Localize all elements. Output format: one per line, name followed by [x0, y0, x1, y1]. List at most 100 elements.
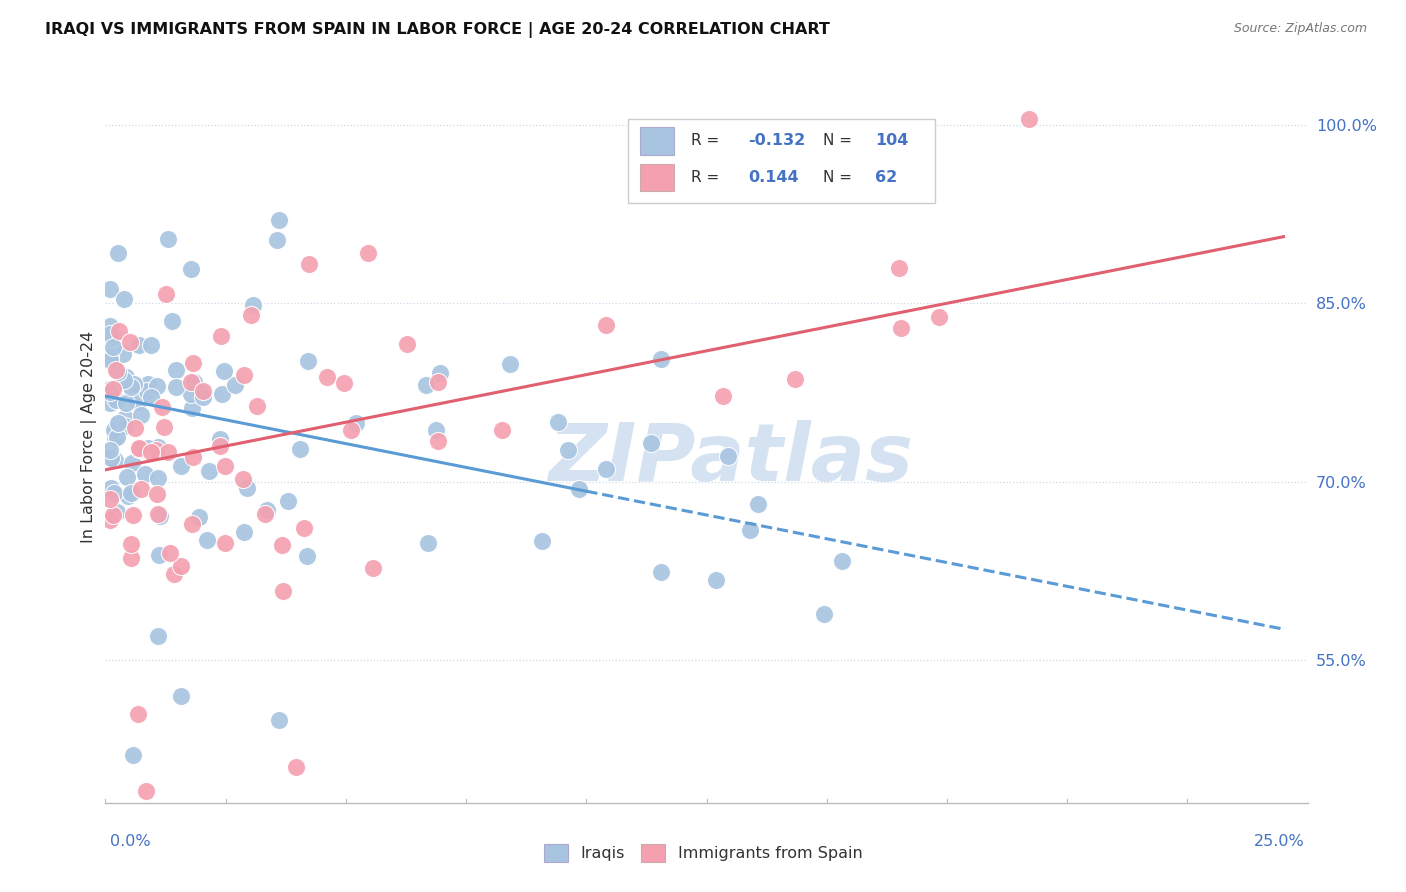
Point — [232, 472, 254, 486]
Point — [253, 507, 276, 521]
Point — [190, 384, 212, 399]
Point — [98, 396, 121, 410]
Point — [146, 629, 169, 643]
Point — [292, 521, 315, 535]
Point — [166, 363, 188, 377]
Point — [288, 442, 311, 457]
Point — [139, 390, 162, 404]
Text: Source: ZipAtlas.com: Source: ZipAtlas.com — [1233, 22, 1367, 36]
Point — [813, 607, 835, 621]
Point — [101, 340, 124, 354]
Point — [271, 584, 294, 599]
Point — [165, 380, 187, 394]
Point — [128, 337, 150, 351]
Point — [127, 395, 149, 409]
Point — [146, 507, 169, 521]
Point — [98, 513, 121, 527]
Point — [100, 481, 122, 495]
Point — [224, 378, 246, 392]
Point — [120, 550, 142, 565]
Text: R =: R = — [690, 169, 724, 185]
Point — [887, 260, 910, 275]
Point — [209, 328, 232, 343]
Point — [240, 308, 263, 322]
Point — [180, 386, 202, 401]
Point — [928, 310, 950, 324]
Point — [333, 376, 356, 391]
Point — [148, 441, 170, 455]
Point — [105, 430, 128, 444]
Point — [214, 364, 236, 378]
Point — [105, 393, 128, 408]
Point — [344, 416, 367, 430]
Point — [101, 329, 124, 343]
Text: 0.0%: 0.0% — [110, 834, 150, 849]
Point — [650, 565, 672, 579]
Point — [98, 491, 121, 506]
Point — [157, 232, 180, 246]
Point — [180, 375, 202, 389]
Point — [499, 357, 522, 371]
Point — [120, 537, 142, 551]
Point — [148, 548, 170, 562]
Point — [105, 422, 128, 436]
Point — [269, 213, 291, 227]
Point — [149, 509, 172, 524]
Point — [98, 385, 121, 400]
Point — [112, 292, 135, 306]
Point — [139, 337, 162, 351]
Point — [740, 523, 762, 537]
Point — [211, 386, 233, 401]
Point — [180, 401, 202, 415]
Point — [98, 319, 121, 334]
Point — [831, 554, 853, 568]
Point — [117, 489, 139, 503]
Text: 0.144: 0.144 — [748, 169, 799, 185]
Point — [160, 314, 183, 328]
Point — [115, 370, 138, 384]
Point — [191, 384, 214, 398]
Point — [188, 509, 211, 524]
Point — [114, 411, 136, 425]
Point — [118, 335, 141, 350]
Point — [717, 449, 740, 463]
Point — [298, 257, 321, 271]
Point — [129, 409, 152, 423]
Y-axis label: In Labor Force | Age 20-24: In Labor Force | Age 20-24 — [82, 331, 97, 543]
Point — [357, 246, 380, 260]
Point — [711, 389, 734, 403]
Point — [98, 442, 121, 457]
Point — [191, 391, 214, 405]
Point — [256, 503, 278, 517]
Point — [146, 470, 169, 484]
Point — [100, 450, 122, 465]
Point — [180, 261, 202, 276]
Text: ZIPatlas: ZIPatlas — [548, 420, 912, 498]
Point — [557, 443, 579, 458]
Text: IRAQI VS IMMIGRANTS FROM SPAIN IN LABOR FORCE | AGE 20-24 CORRELATION CHART: IRAQI VS IMMIGRANTS FROM SPAIN IN LABOR … — [45, 22, 830, 38]
Point — [111, 347, 134, 361]
Point — [114, 419, 136, 434]
Point — [890, 321, 912, 335]
Point — [145, 442, 167, 457]
Point — [104, 453, 127, 467]
Point — [361, 561, 384, 575]
Text: N =: N = — [823, 133, 858, 148]
Point — [114, 373, 136, 387]
Point — [103, 486, 125, 500]
Point — [316, 369, 339, 384]
Point — [396, 337, 419, 351]
Point — [120, 380, 142, 394]
Point — [429, 366, 451, 380]
Point — [415, 378, 437, 392]
Point — [170, 459, 193, 474]
Point — [107, 245, 129, 260]
Point — [120, 486, 142, 500]
Point — [107, 417, 129, 431]
Point — [170, 558, 193, 573]
Point — [98, 383, 121, 397]
FancyBboxPatch shape — [640, 163, 673, 191]
Point — [150, 401, 173, 415]
Point — [214, 535, 236, 549]
Text: 25.0%: 25.0% — [1254, 834, 1305, 849]
